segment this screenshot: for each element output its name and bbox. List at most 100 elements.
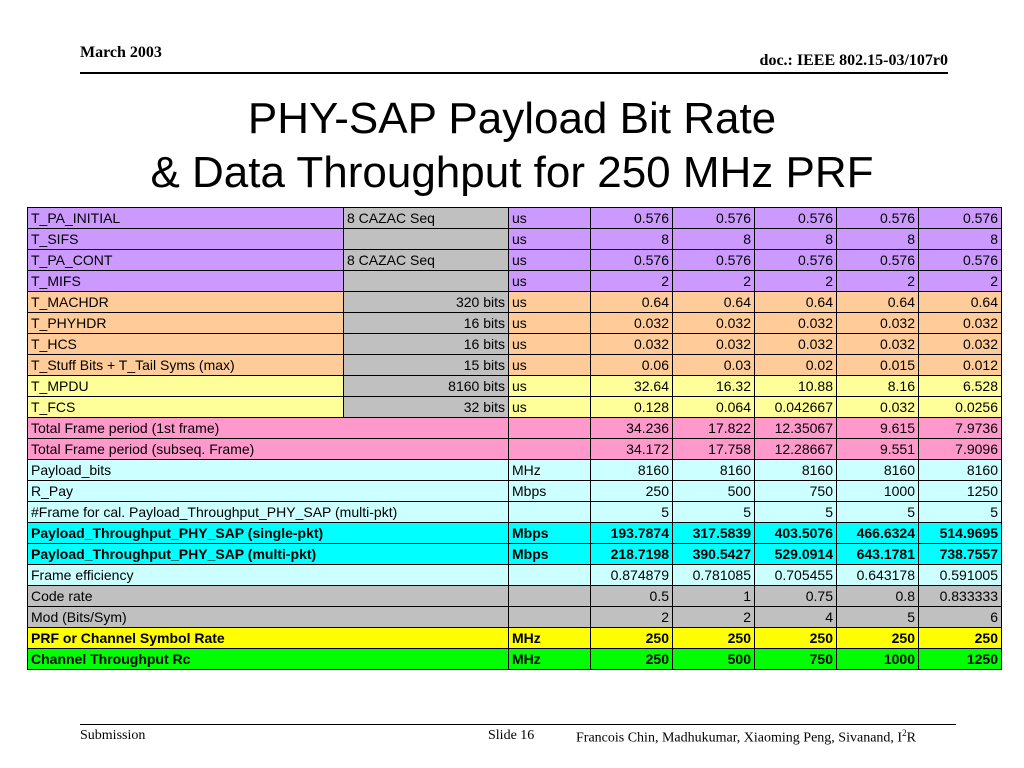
row-label: T_MIFS (27, 270, 344, 292)
row-value: 0.032 (672, 333, 755, 355)
table-row: PRF or Channel Symbol Rate MHz 250 250 250 25… (27, 627, 1002, 649)
row-value: 0.032 (918, 312, 1002, 334)
row-label: Total Frame period (subseq. Frame) (27, 438, 509, 460)
row-value: 218.7198 (590, 543, 673, 565)
table-row: T_PA_CONT 8 CAZAC Seq us 0.576 0.576 0.576 0.5… (27, 249, 1002, 271)
row-value: 0.576 (754, 207, 837, 229)
row-value: 0.591005 (918, 564, 1002, 586)
row-value: 529.0914 (754, 543, 837, 565)
row-unit (508, 417, 591, 439)
row-unit: us (508, 291, 591, 313)
row-value: 1250 (918, 648, 1002, 670)
table-row: Payload_Throughput_PHY_SAP (multi-pkt) Mb… (27, 543, 1002, 565)
row-value: 0.042667 (754, 396, 837, 418)
row-value: 9.551 (836, 438, 919, 460)
row-label: T_PA_CONT (27, 249, 344, 271)
row-value: 0.03 (672, 354, 755, 376)
header-divider (80, 72, 948, 74)
row-unit: us (508, 207, 591, 229)
row-value: 0.032 (754, 333, 837, 355)
row-value: 5 (918, 501, 1002, 523)
row-value: 5 (672, 501, 755, 523)
row-value: 0.64 (836, 291, 919, 313)
header-doc-id: doc.: IEEE 802.15-03/107r0 (759, 52, 948, 69)
table-row: #Frame for cal. Payload_Throughput_PHY_S… (27, 501, 1002, 523)
row-value: 0.705455 (754, 564, 837, 586)
row-value: 403.5076 (754, 522, 837, 544)
row-value: 0.064 (672, 396, 755, 418)
row-unit: us (508, 249, 591, 271)
row-value: 750 (754, 480, 837, 502)
row-value: 0.032 (590, 312, 673, 334)
row-value: 0.576 (672, 249, 755, 271)
row-value: 2 (672, 606, 755, 628)
table-row: Channel Throughput Rc MHz 250 500 750 1000 125… (27, 648, 1002, 670)
table-row: Mod (Bits/Sym) 2 2 4 5 6 (27, 606, 1002, 628)
row-unit: Mbps (508, 522, 591, 544)
table-row: T_PHYHDR 16 bits us 0.032 0.032 0.032 0.032 0.0… (27, 312, 1002, 334)
row-spec: 16 bits (343, 312, 509, 334)
row-value: 1000 (836, 648, 919, 670)
table-row: T_MACHDR 320 bits us 0.64 0.64 0.64 0.64 0.64 (27, 291, 1002, 313)
row-value: 0.576 (754, 249, 837, 271)
row-spec: 16 bits (343, 333, 509, 355)
row-value: 250 (754, 627, 837, 649)
row-unit (508, 438, 591, 460)
row-value: 250 (672, 627, 755, 649)
table-row: Frame efficiency 0.874879 0.781085 0.705455… (27, 564, 1002, 586)
row-unit (508, 501, 591, 523)
row-value: 0.75 (754, 585, 837, 607)
row-unit: MHz (508, 627, 591, 649)
table-row: Payload_Throughput_PHY_SAP (single-pkt) M… (27, 522, 1002, 544)
row-unit: us (508, 354, 591, 376)
row-value: 250 (590, 480, 673, 502)
row-value: 250 (590, 648, 673, 670)
row-label: T_SIFS (27, 228, 344, 250)
table-row: T_FCS 32 bits us 0.128 0.064 0.042667 0.032 0.0… (27, 396, 1002, 418)
row-value: 34.172 (590, 438, 673, 460)
table-row: Code rate 0.5 1 0.75 0.8 0.833333 (27, 585, 1002, 607)
row-value: 12.28667 (754, 438, 837, 460)
row-value: 250 (836, 627, 919, 649)
row-unit (508, 564, 591, 586)
table-row: Total Frame period (subseq. Frame) 34.172… (27, 438, 1002, 460)
row-unit: Mbps (508, 480, 591, 502)
footer-slide-number: Slide 16 (488, 728, 535, 743)
row-value: 6 (918, 606, 1002, 628)
throughput-table-body: T_PA_INITIAL 8 CAZAC Seq us 0.576 0.576 0.576… (27, 207, 1002, 670)
row-value: 32.64 (590, 375, 673, 397)
row-label: Payload_bits (27, 459, 509, 481)
table-row: T_PA_INITIAL 8 CAZAC Seq us 0.576 0.576 0.576… (27, 207, 1002, 229)
row-unit: Mbps (508, 543, 591, 565)
row-value: 0.032 (754, 312, 837, 334)
row-value: 2 (918, 270, 1002, 292)
row-value: 0.02 (754, 354, 837, 376)
table-row: R_Pay Mbps 250 500 750 1000 1250 (27, 480, 1002, 502)
table-row: T_HCS 16 bits us 0.032 0.032 0.032 0.032 0.032 (27, 333, 1002, 355)
row-label: T_PA_INITIAL (27, 207, 344, 229)
footer-authors-text: Francois Chin, Madhukumar, Xiaoming Peng… (576, 730, 903, 746)
row-value: 17.822 (672, 417, 755, 439)
row-spec (343, 228, 509, 250)
row-label: T_MPDU (27, 375, 344, 397)
row-value: 0.64 (754, 291, 837, 313)
row-spec: 8160 bits (343, 375, 509, 397)
row-value: 0.128 (590, 396, 673, 418)
row-value: 0.64 (590, 291, 673, 313)
row-value: 0.576 (836, 249, 919, 271)
row-unit: us (508, 312, 591, 334)
row-value: 0.643178 (836, 564, 919, 586)
row-value: 500 (672, 648, 755, 670)
row-value: 0.015 (836, 354, 919, 376)
row-label: Channel Throughput Rc (27, 648, 509, 670)
footer-authors-superscript: 2 (902, 728, 907, 738)
row-value: 0.032 (590, 333, 673, 355)
row-value: 0.0256 (918, 396, 1002, 418)
row-value: 5 (590, 501, 673, 523)
row-unit: MHz (508, 648, 591, 670)
row-value: 8160 (918, 459, 1002, 481)
row-value: 0.8 (836, 585, 919, 607)
row-unit: us (508, 270, 591, 292)
row-unit: us (508, 375, 591, 397)
row-value: 1 (672, 585, 755, 607)
